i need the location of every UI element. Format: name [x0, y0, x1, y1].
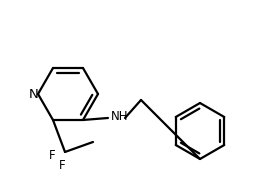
Text: NH: NH	[111, 110, 128, 123]
Text: F: F	[59, 159, 65, 172]
Text: N: N	[29, 87, 39, 100]
Text: F: F	[49, 150, 55, 163]
